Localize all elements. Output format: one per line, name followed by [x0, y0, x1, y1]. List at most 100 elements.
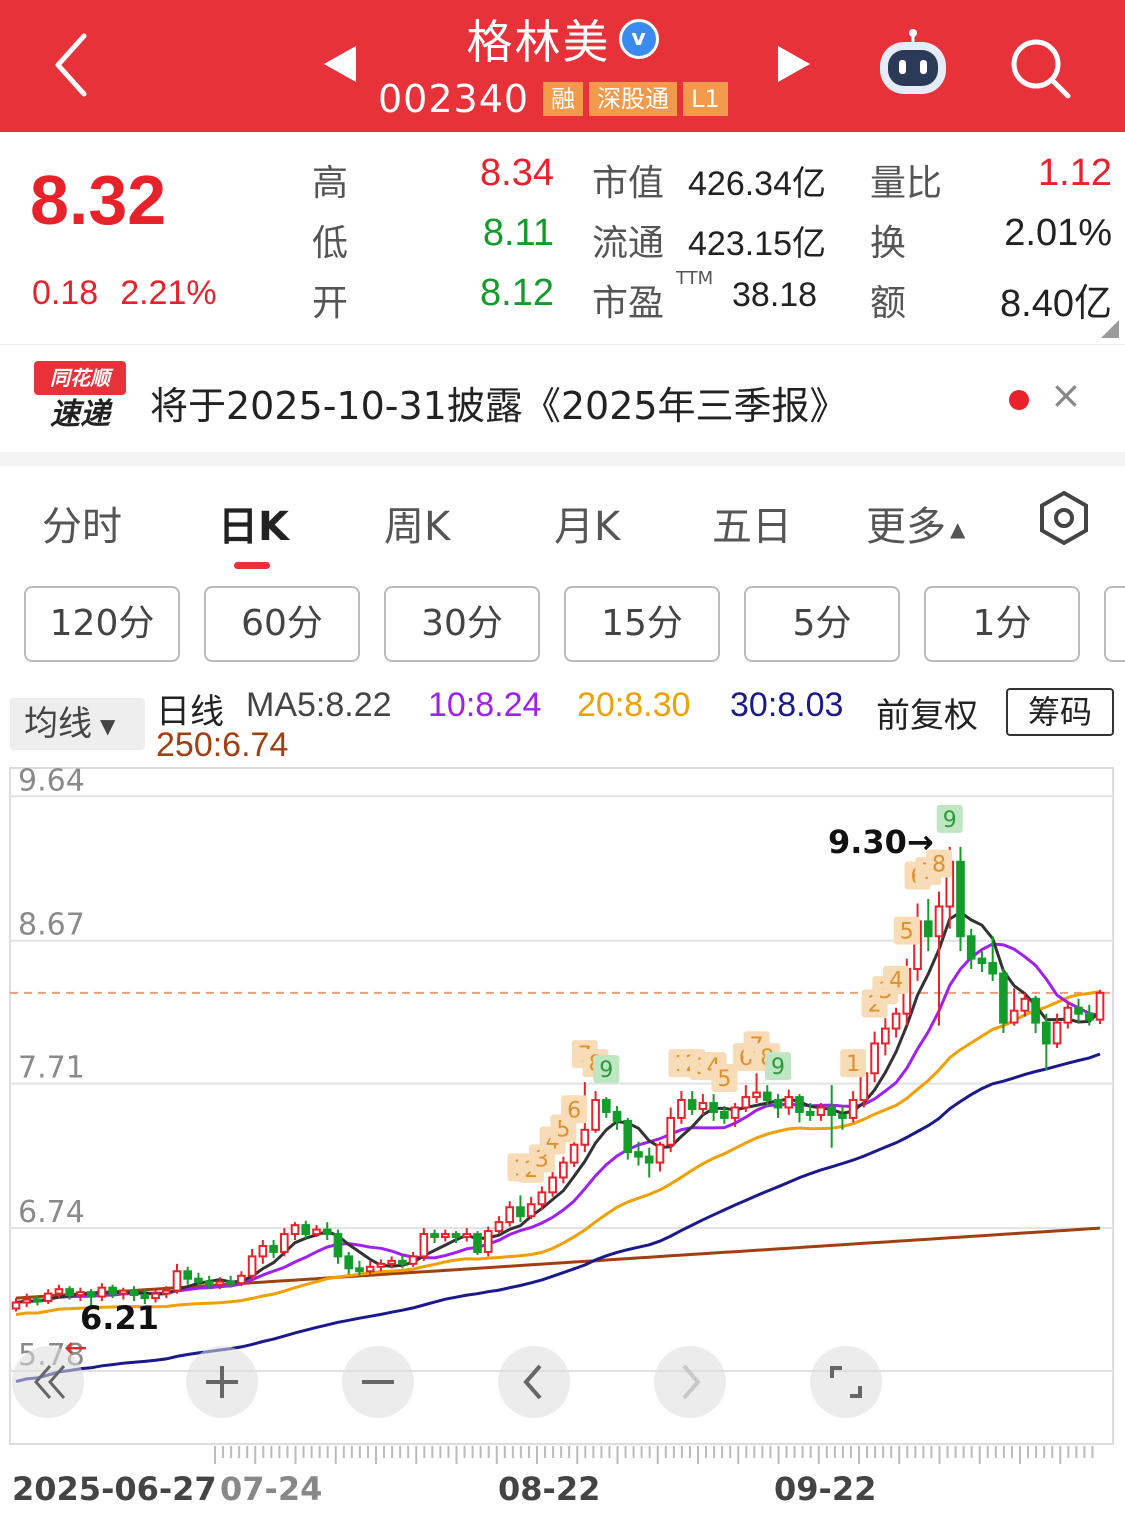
prev-icon[interactable]: [498, 1346, 570, 1418]
candle[interactable]: [76, 1287, 85, 1302]
candle[interactable]: [666, 1107, 676, 1153]
candle[interactable]: [956, 846, 965, 952]
candle[interactable]: [269, 1240, 278, 1258]
candle[interactable]: [204, 1275, 214, 1290]
candle[interactable]: [194, 1272, 203, 1287]
candle[interactable]: [140, 1289, 150, 1305]
next-stock-icon[interactable]: [776, 44, 812, 84]
candle[interactable]: [387, 1256, 396, 1269]
tab-more[interactable]: 更多 ▲: [866, 494, 965, 552]
tab-five-day[interactable]: 五日: [712, 504, 792, 550]
tab-intraday[interactable]: 分时: [42, 504, 122, 550]
candle[interactable]: [118, 1287, 128, 1300]
candle[interactable]: [258, 1240, 268, 1264]
candle[interactable]: [344, 1251, 354, 1275]
candle[interactable]: [1095, 989, 1105, 1025]
candle[interactable]: [827, 1085, 837, 1148]
candle[interactable]: [11, 1298, 21, 1312]
candle[interactable]: [698, 1094, 708, 1115]
candle[interactable]: [97, 1283, 107, 1302]
news-text[interactable]: 将于2025-10-31披露《2025年三季报》: [150, 384, 848, 428]
candle[interactable]: [183, 1266, 193, 1285]
candle[interactable]: [677, 1091, 686, 1124]
candle[interactable]: [129, 1286, 139, 1302]
candle[interactable]: [655, 1141, 665, 1172]
search-icon[interactable]: [1008, 36, 1074, 102]
candle[interactable]: [365, 1260, 375, 1275]
tab-weekly-k[interactable]: 周K: [384, 504, 451, 550]
min-60-button[interactable]: 60分: [204, 586, 360, 662]
expand-corner-icon[interactable]: [1101, 320, 1119, 338]
candle[interactable]: [279, 1228, 289, 1257]
candle[interactable]: [151, 1289, 160, 1303]
candle[interactable]: [870, 1031, 879, 1083]
candle[interactable]: [355, 1260, 364, 1276]
candle[interactable]: [838, 1106, 847, 1130]
fullscreen-icon[interactable]: [810, 1346, 882, 1418]
candle[interactable]: [720, 1106, 729, 1124]
candle[interactable]: [462, 1228, 472, 1242]
candle[interactable]: [494, 1216, 504, 1235]
candle[interactable]: [634, 1141, 643, 1166]
candle[interactable]: [33, 1295, 42, 1306]
candle[interactable]: [537, 1186, 547, 1211]
candle[interactable]: [709, 1094, 718, 1121]
min-1-button[interactable]: 1分: [924, 586, 1080, 662]
next-icon[interactable]: [654, 1346, 726, 1418]
candle[interactable]: [301, 1220, 311, 1239]
candle[interactable]: [881, 1018, 890, 1056]
adjust-mode[interactable]: 前复权: [876, 696, 978, 736]
candle[interactable]: [451, 1231, 461, 1243]
candle[interactable]: [86, 1289, 96, 1306]
candle[interactable]: [161, 1286, 171, 1299]
tab-monthly-k[interactable]: 月K: [554, 504, 621, 550]
candle[interactable]: [591, 1091, 600, 1133]
min-120-button[interactable]: 120分: [24, 586, 180, 662]
candle[interactable]: [1031, 995, 1040, 1034]
candle[interactable]: [644, 1147, 654, 1178]
candle[interactable]: [1074, 998, 1083, 1023]
candle[interactable]: [559, 1156, 568, 1184]
candle[interactable]: [65, 1286, 74, 1300]
candle[interactable]: [923, 899, 933, 952]
candle[interactable]: [430, 1229, 439, 1243]
pan-left-icon[interactable]: [12, 1346, 84, 1418]
candle[interactable]: [398, 1254, 407, 1269]
candle[interactable]: [934, 891, 944, 1026]
candle[interactable]: [623, 1117, 633, 1160]
candle[interactable]: [805, 1103, 815, 1121]
candle[interactable]: [730, 1103, 740, 1127]
candle[interactable]: [601, 1097, 611, 1118]
candle[interactable]: [977, 951, 987, 972]
min-15-button[interactable]: 15分: [564, 586, 720, 662]
candle[interactable]: [687, 1091, 697, 1115]
zoom-in-icon[interactable]: [186, 1346, 258, 1418]
candle[interactable]: [741, 1085, 751, 1112]
candle[interactable]: [752, 1073, 761, 1104]
candle[interactable]: [1009, 988, 1019, 1026]
candle[interactable]: [226, 1275, 235, 1288]
candle[interactable]: [966, 928, 976, 970]
candle[interactable]: [1084, 1004, 1094, 1026]
candle[interactable]: [440, 1229, 450, 1242]
candle[interactable]: [473, 1231, 482, 1255]
kline-chart[interactable]: 9.648.677.716.745.78 1234567891234567891…: [0, 763, 1125, 1524]
candle[interactable]: [54, 1284, 64, 1299]
candle[interactable]: [762, 1085, 772, 1108]
candle[interactable]: [290, 1222, 300, 1241]
candle[interactable]: [548, 1168, 557, 1197]
robot-assistant-icon[interactable]: [874, 28, 952, 100]
zoom-out-icon[interactable]: [342, 1346, 414, 1418]
candle[interactable]: [1063, 1001, 1073, 1029]
candle[interactable]: [408, 1251, 418, 1267]
candle[interactable]: [1042, 1013, 1051, 1071]
candle[interactable]: [784, 1089, 794, 1115]
chips-button[interactable]: 筹码: [1006, 688, 1114, 736]
candle[interactable]: [526, 1196, 536, 1220]
candle[interactable]: [999, 969, 1008, 1034]
back-arrow-icon[interactable]: [48, 30, 98, 100]
candle[interactable]: [215, 1277, 225, 1290]
candle[interactable]: [312, 1225, 321, 1238]
kline-svg[interactable]: 9.648.677.716.745.78 1234567891234567891…: [0, 763, 1125, 1524]
min-30-button[interactable]: 30分: [384, 586, 540, 662]
